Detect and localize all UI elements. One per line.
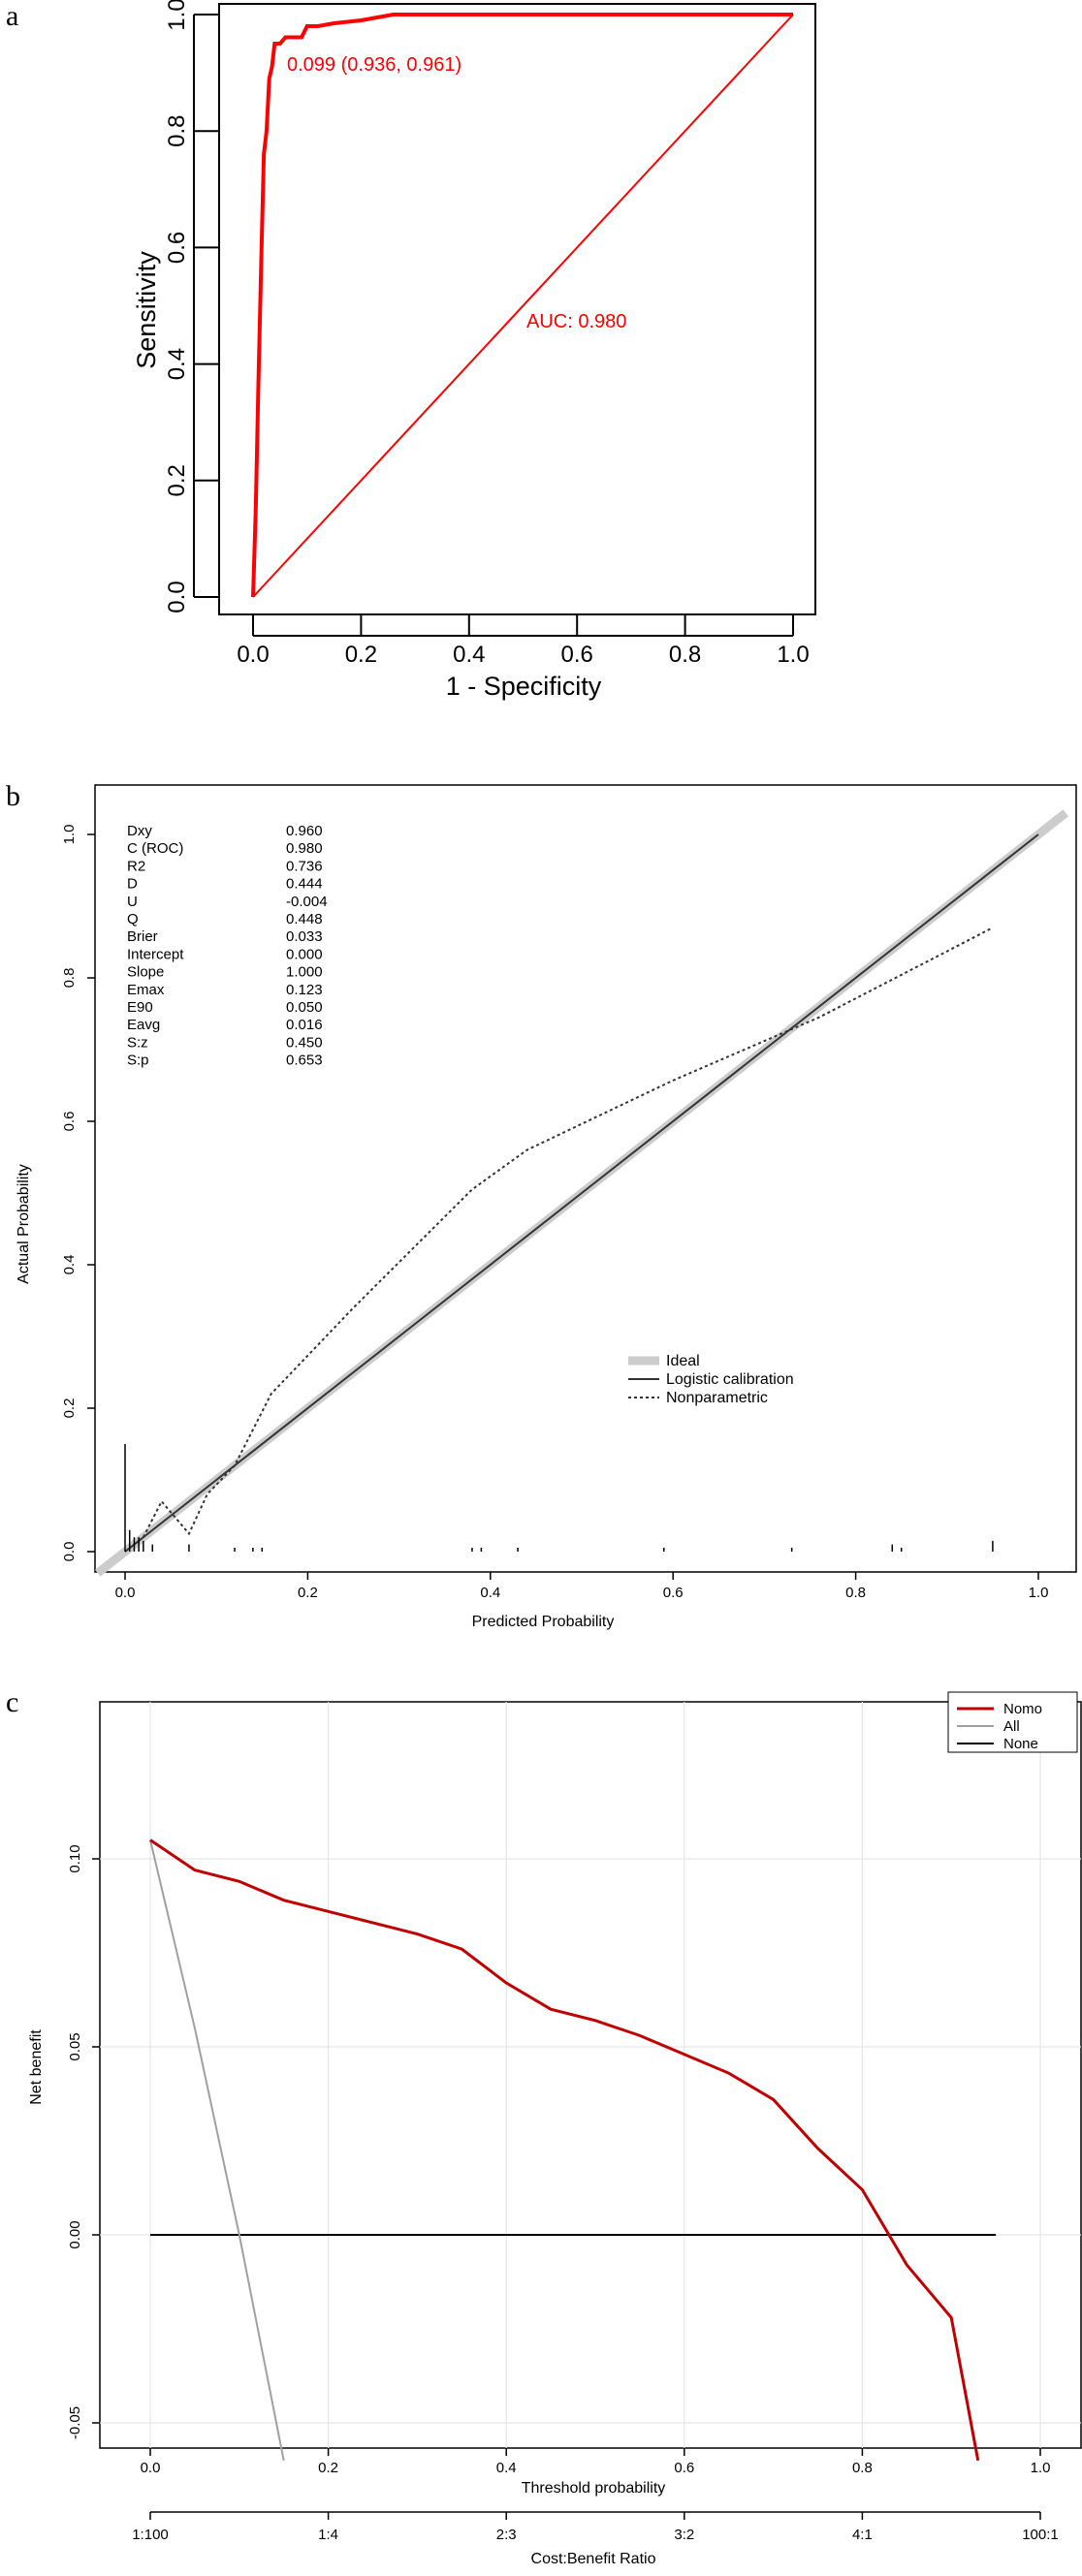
ratio-tick-label: 1:4	[318, 2527, 338, 2543]
stat-label: Intercept	[127, 946, 184, 962]
ratio-tick-label: 1:100	[132, 2527, 169, 2543]
x-tick-label: 0.6	[561, 642, 593, 668]
stat-label: Brier	[127, 928, 158, 945]
stat-value: 0.050	[286, 999, 323, 1016]
stat-value: 0.033	[286, 928, 323, 945]
y-tick-label: 1.0	[61, 825, 78, 845]
stat-value: 1.000	[286, 964, 323, 981]
logistic-calibration-line	[124, 833, 1039, 1553]
panel-letter-c: c	[6, 1686, 19, 1718]
y-tick-label: 0.05	[67, 2032, 83, 2060]
x-tick-label: 0.2	[298, 1585, 318, 1601]
threshold-annotation: 0.099 (0.936, 0.961)	[287, 54, 461, 76]
stat-label: Slope	[127, 964, 164, 981]
ratio-tick-label: 3:2	[674, 2527, 694, 2543]
legend-label: Ideal	[666, 1353, 700, 1369]
x-tick-label: 0.4	[453, 642, 485, 668]
x-tick-label: 0.4	[496, 2460, 517, 2476]
y-axis-label: Net benefit	[28, 2029, 45, 2105]
x-tick-label: 0.6	[663, 1585, 684, 1601]
stat-value: 0.000	[286, 946, 323, 962]
stat-label: U	[127, 894, 138, 910]
stat-label: C (ROC)	[127, 840, 183, 857]
x-tick-label: 0.8	[845, 1585, 866, 1601]
ratio-tick-label: 4:1	[852, 2527, 873, 2543]
y-tick-label: -0.05	[67, 2406, 83, 2439]
legend-label: Logistic calibration	[666, 1371, 794, 1388]
stat-value: 0.653	[286, 1052, 323, 1069]
stat-label: Dxy	[127, 823, 152, 839]
y-tick-label: 0.0	[61, 1542, 78, 1562]
y-tick-label: 0.0	[164, 581, 190, 613]
stat-label: S:z	[127, 1034, 148, 1051]
y-tick-label: 0.4	[164, 348, 190, 380]
panel-letter-b: b	[6, 780, 20, 812]
panel-letter-a: a	[6, 0, 19, 32]
y-tick-label: 0.2	[61, 1398, 78, 1419]
y-tick-label: 0.6	[61, 1112, 78, 1132]
auc-annotation: AUC: 0.980	[526, 311, 626, 332]
all-line	[149, 1839, 285, 2461]
stat-value: 0.123	[286, 982, 323, 998]
stat-value: 0.736	[286, 858, 323, 874]
stat-value: 0.448	[286, 911, 323, 927]
stat-value: 0.450	[286, 1034, 323, 1051]
ratio-tick-label: 2:3	[496, 2527, 517, 2543]
x-tick-label: 0.0	[141, 2460, 161, 2476]
stat-value: -0.004	[286, 894, 328, 910]
y-tick-label: 0.8	[61, 968, 78, 989]
x-tick-label: 0.0	[237, 642, 269, 668]
ratio-tick-label: 100:1	[1022, 2527, 1059, 2543]
roc-curve	[251, 13, 793, 598]
legend-box	[947, 1691, 1078, 1753]
x-tick-label: 0.0	[115, 1585, 136, 1601]
reference-diagonal	[252, 14, 794, 598]
plot-frame	[94, 784, 1077, 1573]
x-tick-label: 1.0	[1031, 2460, 1051, 2476]
y-tick-label: 0.8	[164, 115, 190, 147]
x-axis-label: 1 - Specificity	[446, 672, 602, 701]
x-tick-label: 0.8	[852, 2460, 873, 2476]
stat-label: S:p	[127, 1052, 149, 1069]
stat-value: 0.016	[286, 1017, 323, 1033]
stat-label: Emax	[127, 982, 165, 998]
stat-label: R2	[127, 858, 145, 874]
plot-frame	[218, 3, 816, 615]
legend-label: Nomo	[1003, 1701, 1042, 1717]
x-tick-label: 0.6	[674, 2460, 694, 2476]
legend-label: All	[1003, 1718, 1020, 1735]
y-axis-label: Actual Probability	[16, 1164, 32, 1284]
nomo-line	[149, 1838, 980, 2462]
stat-label: D	[127, 876, 138, 893]
plot-frame	[99, 1701, 1082, 2449]
x-tick-label: 1.0	[777, 642, 809, 668]
stat-label: Eavg	[127, 1017, 160, 1033]
y-tick-label: 0.4	[61, 1255, 78, 1275]
y-tick-label: 0.6	[164, 232, 190, 264]
roc-chart: 0.0 0.2 0.4 0.6 0.8 1.0 0.0 0.2 0.4 0.6 0.8 1.0 0.0…	[132, 0, 816, 701]
stat-value: 0.980	[286, 840, 323, 857]
stat-label: Q	[127, 911, 139, 927]
y-axis-label: Sensitivity	[132, 251, 161, 369]
y-tick-label: 0.00	[67, 2220, 83, 2248]
legend-label: Nonparametric	[666, 1390, 768, 1406]
y-tick-label: 1.0	[164, 0, 190, 31]
stat-value: 0.960	[286, 823, 323, 839]
stat-label: E90	[127, 999, 153, 1016]
cost-benefit-axis-label: Cost:Benefit Ratio	[531, 2551, 656, 2567]
nonparametric-line	[124, 927, 994, 1553]
x-tick-label: 0.2	[345, 642, 377, 668]
x-tick-label: 0.4	[480, 1585, 500, 1601]
y-tick-label: 0.10	[67, 1844, 83, 1872]
x-axis-label: Threshold probability	[522, 2480, 666, 2497]
legend-label: None	[1003, 1736, 1038, 1752]
x-tick-label: 0.8	[669, 642, 701, 668]
decision-curve-chart: 0.0 0.2 0.4 0.6 0.8 1.0 -0.05 0.00 0.05 0.10 Nomo…	[28, 1691, 1082, 2567]
stat-value: 0.444	[286, 876, 323, 893]
y-tick-label: 0.2	[164, 464, 190, 496]
x-axis-label: Predicted Probability	[472, 1614, 615, 1630]
x-tick-label: 1.0	[1029, 1585, 1049, 1601]
x-tick-label: 0.2	[318, 2460, 338, 2476]
calibration-chart: 0.0 0.2 0.4 0.6 0.8 1.0 0.0 0.2 0.4 0.6 0.8 1.0 Dxy…	[16, 784, 1077, 1630]
